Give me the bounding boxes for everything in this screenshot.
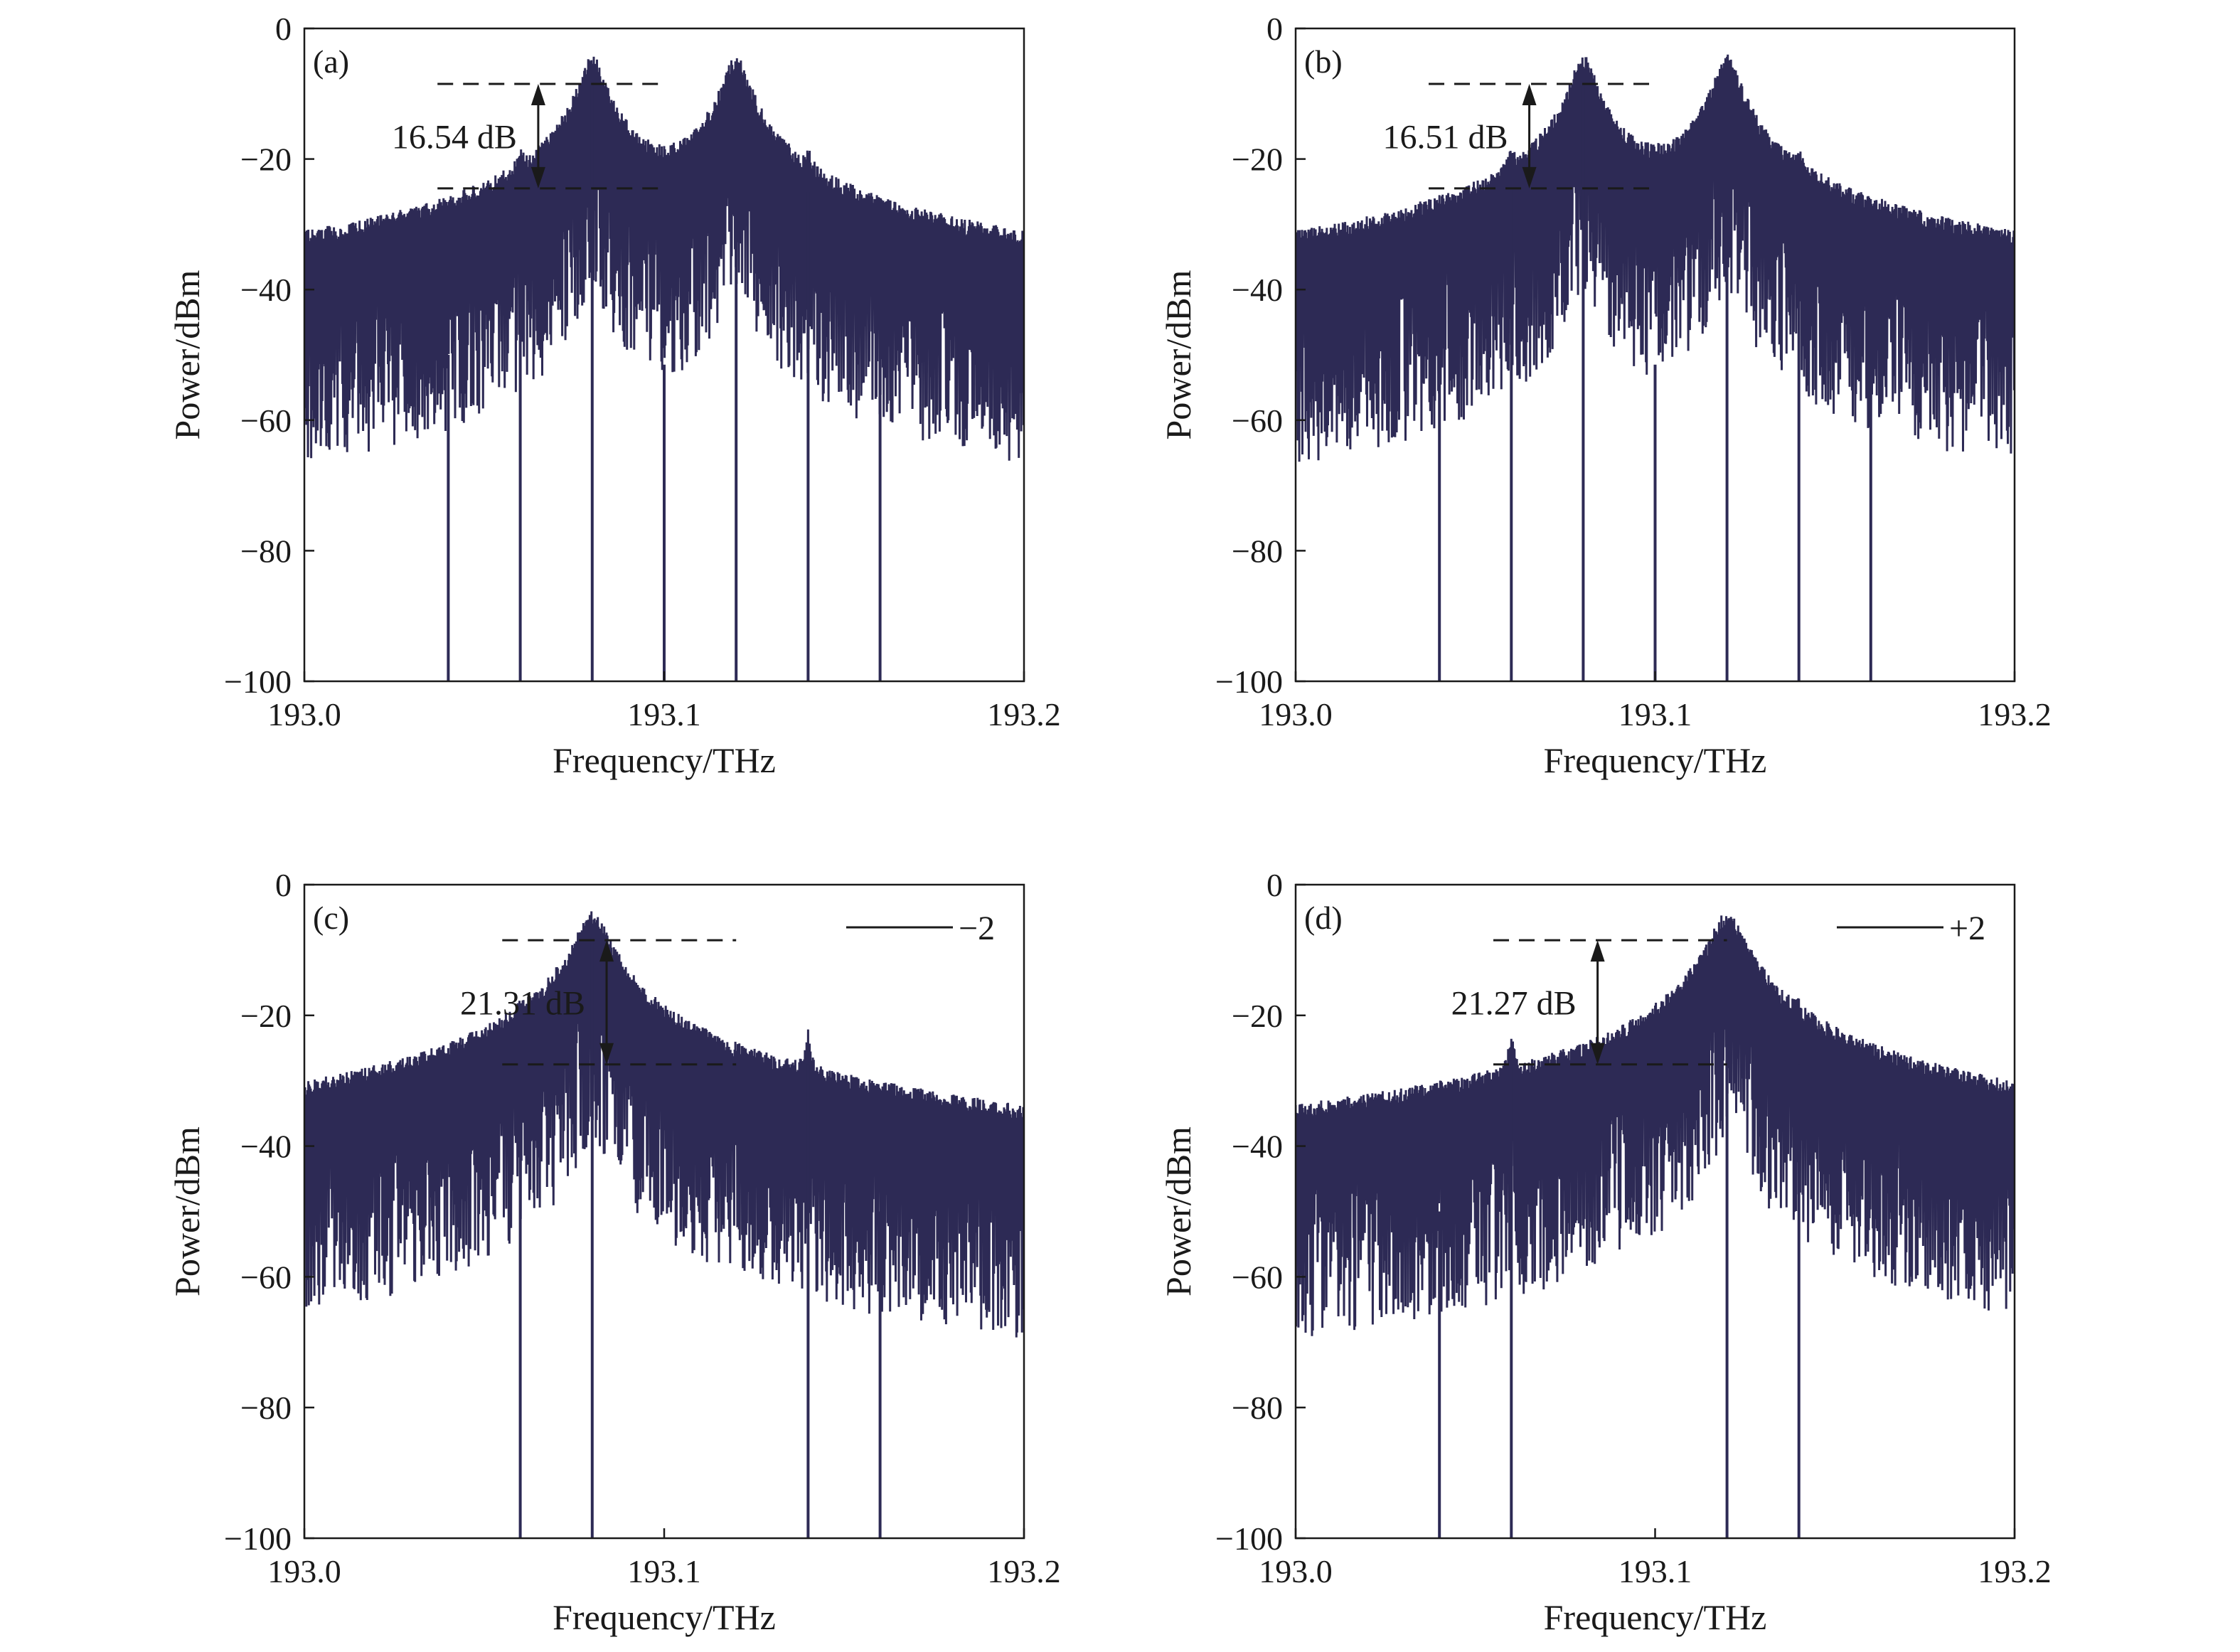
- arrow-head-down: [599, 1043, 614, 1065]
- x-tick-label: 193.2: [987, 1553, 1061, 1589]
- y-tick-label: −60: [1232, 1259, 1283, 1295]
- y-tick-label: −100: [1215, 1520, 1283, 1557]
- legend-label: +2: [1949, 910, 1985, 947]
- difference-label: 16.54 dB: [392, 118, 517, 156]
- x-axis-label: Frequency/THz: [553, 740, 776, 780]
- y-tick-label: −40: [1232, 272, 1283, 308]
- x-tick-label: 193.2: [987, 696, 1061, 732]
- x-tick-label: 193.1: [1618, 1553, 1692, 1589]
- spectrum-trace: [304, 911, 1024, 1338]
- y-tick-label: −100: [1215, 664, 1283, 700]
- y-tick-label: −60: [240, 1259, 292, 1295]
- x-tick-label: 193.2: [1978, 1553, 2052, 1589]
- spectrum-trace-group: [1296, 54, 2015, 681]
- arrow-head-up: [1522, 84, 1537, 106]
- spectrum-trace: [1296, 915, 2015, 1336]
- y-tick-label: 0: [275, 11, 292, 47]
- difference-label: 21.31 dB: [460, 984, 585, 1022]
- y-tick-label: 0: [1266, 11, 1283, 47]
- arrow-head-down: [530, 166, 545, 188]
- y-tick-label: −40: [1232, 1129, 1283, 1165]
- spectrum-trace: [1296, 54, 2015, 462]
- y-axis-label: Power/dBm: [1158, 270, 1198, 439]
- x-axis-label: Frequency/THz: [1544, 1597, 1767, 1637]
- y-tick-label: −80: [240, 1390, 292, 1426]
- y-tick-label: −60: [1232, 403, 1283, 439]
- spectrum-trace: [304, 56, 1024, 461]
- y-tick-label: −40: [240, 272, 292, 308]
- x-tick-label: 193.0: [267, 1553, 341, 1589]
- x-tick-label: 193.1: [627, 1553, 701, 1589]
- y-tick-label: −60: [240, 403, 292, 439]
- x-tick-label: 193.1: [627, 696, 701, 732]
- y-tick-label: −20: [240, 142, 292, 178]
- y-tick-label: 0: [1266, 867, 1283, 903]
- arrow-head-down: [1522, 166, 1537, 188]
- y-axis-label: Power/dBm: [1158, 1126, 1198, 1296]
- spectrum-trace-group: [304, 911, 1024, 1538]
- y-tick-label: −100: [224, 664, 292, 700]
- x-tick-label: 193.2: [1978, 696, 2052, 732]
- y-axis-label: Power/dBm: [167, 270, 207, 439]
- x-axis-label: Frequency/THz: [553, 1597, 776, 1637]
- panel-label: (d): [1304, 900, 1343, 936]
- arrow-head-up: [530, 84, 545, 106]
- spectrum-trace-group: [304, 56, 1024, 681]
- x-tick-label: 193.0: [1259, 1553, 1333, 1589]
- difference-label: 16.51 dB: [1383, 118, 1508, 156]
- panel-label: (c): [313, 900, 349, 936]
- arrow-head-up: [1590, 940, 1605, 962]
- x-tick-label: 193.1: [1618, 696, 1692, 732]
- y-axis-label: Power/dBm: [167, 1126, 207, 1296]
- y-tick-label: −20: [1232, 998, 1283, 1034]
- x-tick-label: 193.0: [1259, 696, 1333, 732]
- spectrum-trace-group: [1296, 915, 2015, 1538]
- y-tick-label: −80: [1232, 1390, 1283, 1426]
- x-tick-label: 193.0: [267, 696, 341, 732]
- y-tick-label: −100: [224, 1520, 292, 1557]
- y-tick-label: −80: [240, 533, 292, 569]
- panel-label: (a): [313, 43, 349, 80]
- x-axis-label: Frequency/THz: [1544, 740, 1767, 780]
- y-tick-label: 0: [275, 867, 292, 903]
- y-tick-label: −80: [1232, 533, 1283, 569]
- y-tick-label: −20: [1232, 142, 1283, 178]
- panel-label: (b): [1304, 43, 1343, 80]
- legend-label: −2: [959, 910, 995, 947]
- difference-label: 21.27 dB: [1451, 984, 1577, 1022]
- y-tick-label: −40: [240, 1129, 292, 1165]
- arrow-head-up: [599, 940, 614, 962]
- y-tick-label: −20: [240, 998, 292, 1034]
- arrow-head-down: [1590, 1043, 1605, 1065]
